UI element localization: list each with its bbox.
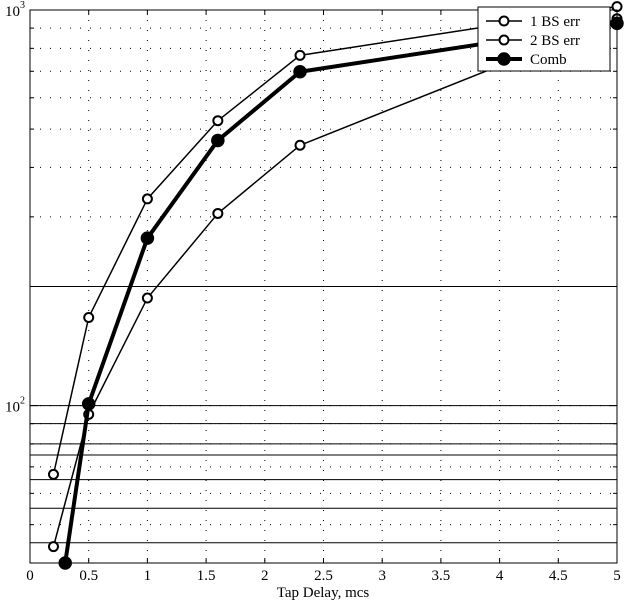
data-point [140,231,155,245]
x-tick-label: 4 [496,568,504,584]
x-tick-label: 3.5 [432,568,451,584]
x-tick-label: 0.5 [79,568,98,584]
y-tick-label-base: 10 [5,4,20,20]
legend-label: Comb [530,52,567,68]
horizontal-lines [30,286,617,544]
x-tick-label: 2 [261,568,269,584]
data-point [212,207,224,219]
legend-label: 1 BS err [530,14,580,30]
x-tick-label: 3 [378,568,386,584]
data-point [81,397,96,411]
legend-swatch-marker [498,15,510,27]
x-tick-label: 4.5 [549,568,568,584]
legend-label: 2 BS err [530,33,580,49]
data-point [294,139,306,151]
data-point [211,133,225,148]
series-group [47,1,624,570]
y-tick-label-base: 10 [5,400,20,416]
x-tick-label: 1.5 [197,568,216,584]
x-tick-label: 2.5 [314,568,333,584]
data-point [83,311,95,323]
data-point [294,49,306,61]
series-line [52,5,618,476]
y-tick-label-exponent: 3 [20,0,25,11]
legend: 1 BS err 2 BS err Comb [477,6,611,72]
x-tick-label: 1 [144,568,152,584]
x-tick-label: 5 [613,568,621,584]
x-tick-labels: 0 0.5 1 1.5 2 2.5 3 3.5 4 4.5 5 [26,568,621,584]
data-point [141,193,153,205]
series-3 [58,16,624,570]
y-tick-label-exponent: 2 [20,396,25,407]
data-point [293,65,307,79]
x-axis-title: Tap Delay, mcs [277,585,370,601]
data-point [212,115,224,127]
data-point [47,468,59,480]
series-line [63,21,619,565]
data-point [141,292,153,304]
x-tick-label: 0 [26,568,34,584]
legend-swatch-marker [498,34,510,46]
grid [30,10,617,563]
series-1 [47,1,623,480]
data-point [47,541,59,553]
legend-swatch-marker [497,52,511,66]
